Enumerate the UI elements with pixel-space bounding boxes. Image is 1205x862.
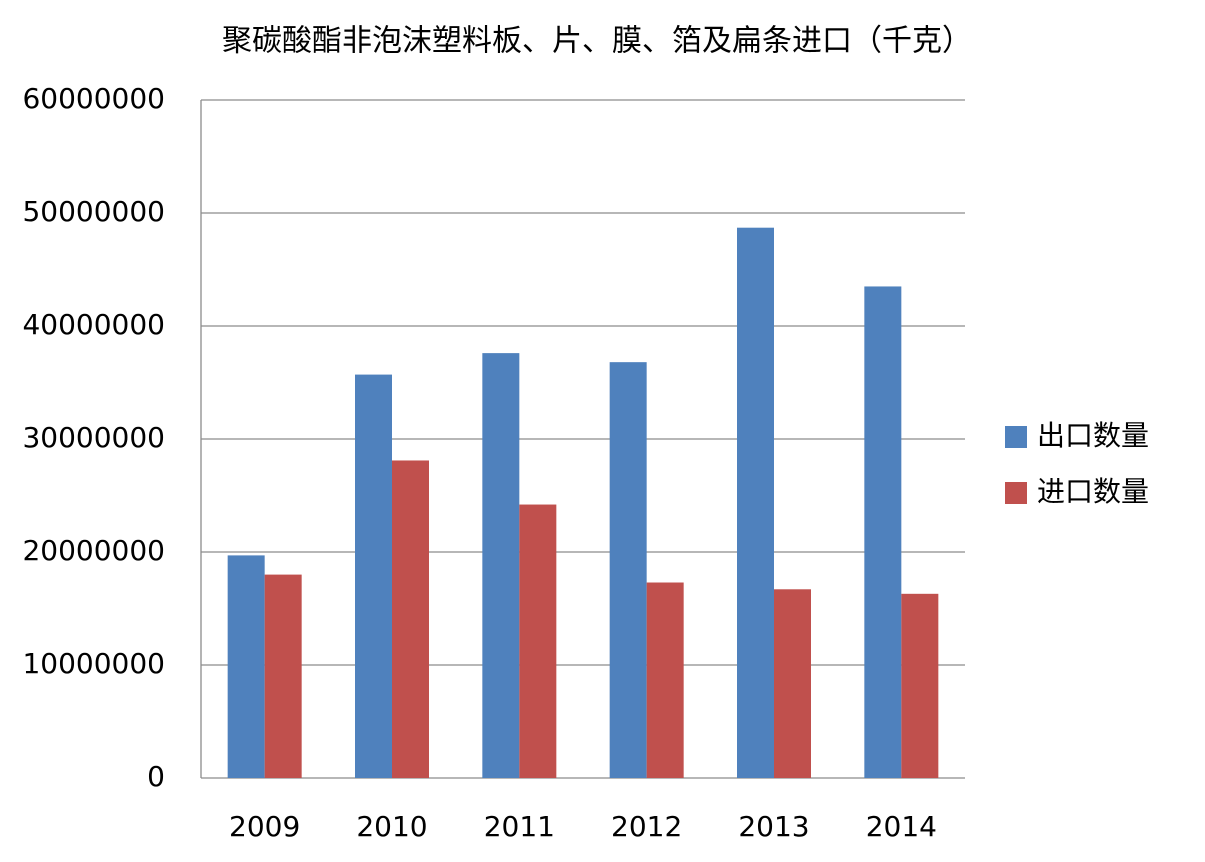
y-tick-label: 10000000 [22,647,165,680]
y-tick-label: 60000000 [22,82,165,115]
y-tick-label: 20000000 [22,534,165,567]
y-tick-label: 40000000 [22,308,165,341]
bar [264,574,302,778]
y-tick-label: 30000000 [22,421,165,454]
bar [482,353,520,778]
bar [646,582,684,778]
bar [901,593,939,778]
legend-swatch [1005,482,1027,504]
bar [774,589,811,778]
bar [737,227,774,778]
x-tick-label: 2013 [738,810,809,843]
bar [519,504,557,778]
x-tick-label: 2009 [229,810,300,843]
y-tick-label: 50000000 [22,195,165,228]
y-tick-label: 0 [147,760,165,793]
bar [392,460,429,778]
x-tick-label: 2014 [866,810,937,843]
x-tick-label: 2011 [484,810,555,843]
legend-label: 进口数量 [1037,475,1149,508]
x-tick-label: 2010 [356,810,427,843]
bar [609,362,647,778]
legend-label: 出口数量 [1037,419,1149,452]
bar [355,374,392,778]
bar [227,555,265,778]
chart-title: 聚碳酸酯非泡沫塑料板、片、膜、箔及扁条进口（千克） [222,24,972,59]
bar [864,286,902,778]
legend-swatch [1005,426,1027,448]
x-tick-label: 2012 [611,810,682,843]
